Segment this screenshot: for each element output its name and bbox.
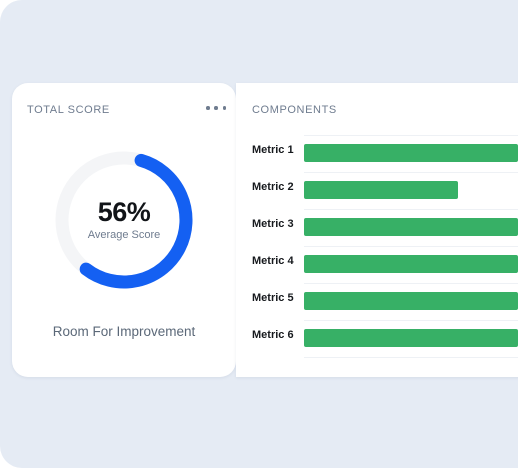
- gauge-fill-arc: [79, 153, 193, 289]
- metric-bar: [304, 218, 518, 236]
- gauge-center: 56% Average Score: [54, 150, 194, 290]
- metric-bar: [304, 255, 518, 273]
- metric-label: Metric 3: [252, 218, 294, 230]
- metric-label: Metric 6: [252, 329, 294, 341]
- metric-track: [304, 292, 518, 310]
- metric-track: [304, 255, 518, 273]
- metric-row: Metric 1: [236, 134, 518, 172]
- metric-track: [304, 329, 518, 347]
- total-score-title: TOTAL SCORE: [27, 104, 110, 116]
- more-dot-icon: [206, 106, 210, 110]
- more-dot-icon: [222, 106, 226, 110]
- score-gauge-ring: [55, 151, 193, 289]
- metric-label: Metric 1: [252, 144, 294, 156]
- metric-row: Metric 5: [236, 282, 518, 320]
- metric-row: Metric 4: [236, 245, 518, 283]
- score-status-text: Room For Improvement: [52, 324, 196, 339]
- metric-track: [304, 144, 518, 162]
- metric-bar: [304, 329, 518, 347]
- more-dot-icon: [214, 106, 218, 110]
- metric-track: [304, 218, 518, 236]
- metric-row: Metric 3: [236, 208, 518, 246]
- metric-row: Metric 2: [236, 171, 518, 209]
- metrics-list: Metric 1 Metric 2 Metric 3 Metric 4 Metric 5…: [236, 134, 518, 358]
- metric-label: Metric 4: [252, 255, 294, 267]
- total-score-card: TOTAL SCORE 56% Average Score Room For I…: [12, 83, 236, 377]
- metric-label: Metric 2: [252, 181, 294, 193]
- components-card: COMPONENTS Metric 1 Metric 2 Metric 3 Metri…: [236, 83, 518, 377]
- components-title: COMPONENTS: [252, 104, 337, 116]
- metric-bar: [304, 292, 518, 310]
- metric-track: [304, 181, 518, 199]
- metric-label: Metric 5: [252, 292, 294, 304]
- metric-bar: [304, 181, 459, 199]
- score-gauge: 56% Average Score: [54, 150, 194, 290]
- metric-bar: [304, 144, 518, 162]
- metric-row: Metric 6: [236, 319, 518, 358]
- score-percent: 56%: [97, 197, 151, 227]
- more-options-icon[interactable]: [206, 101, 226, 115]
- score-caption: Average Score: [87, 229, 161, 241]
